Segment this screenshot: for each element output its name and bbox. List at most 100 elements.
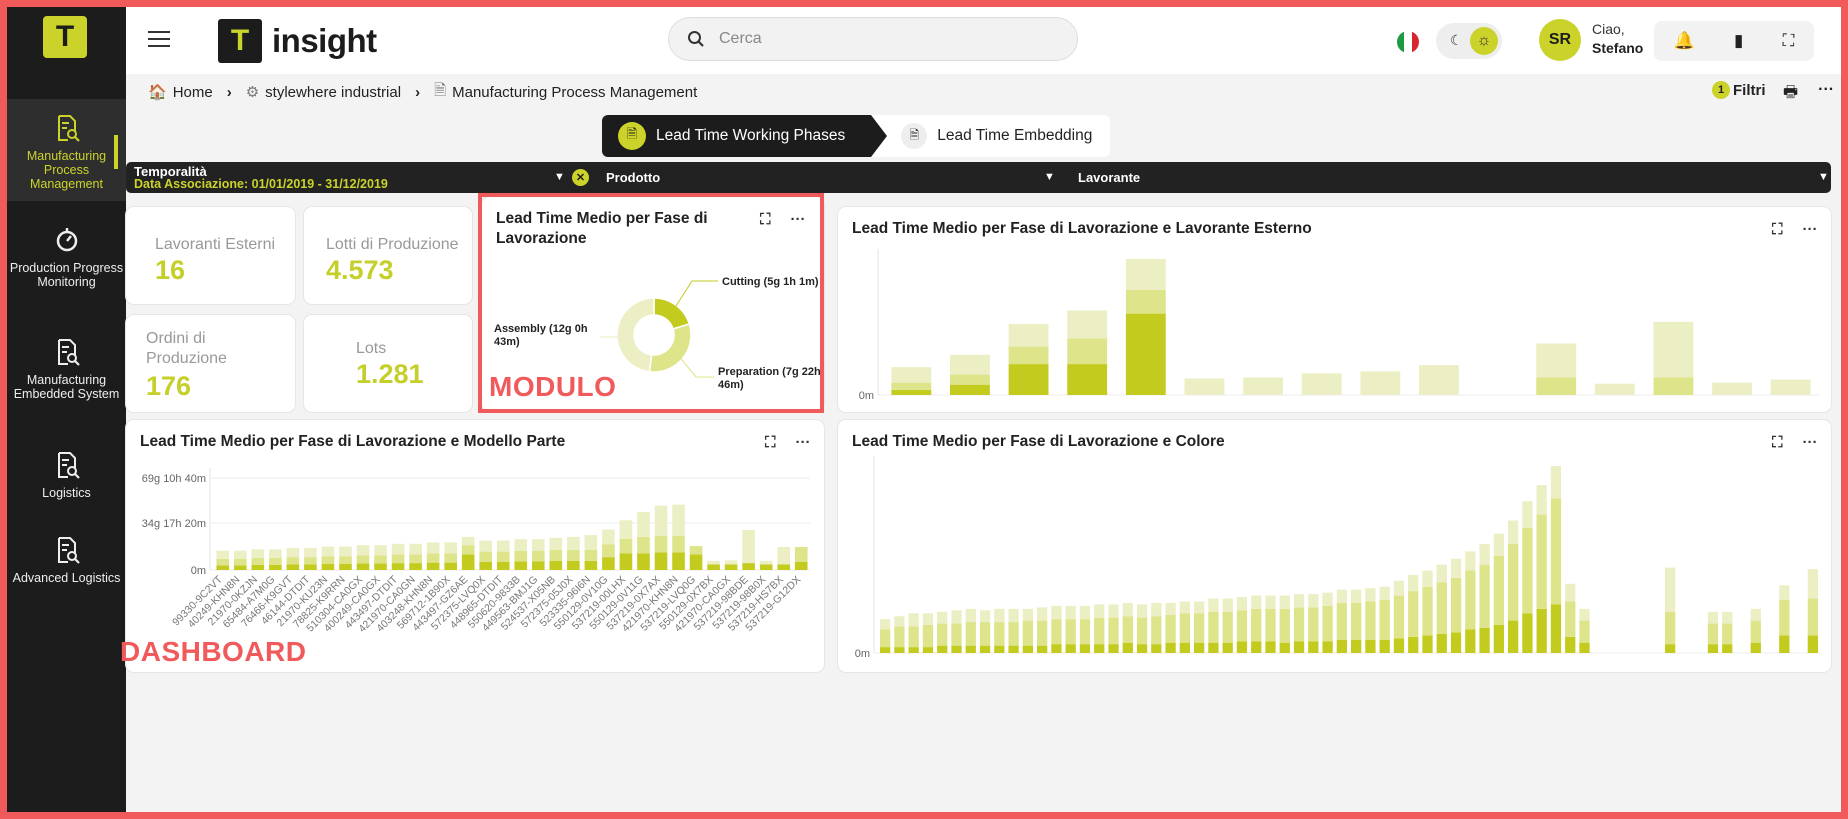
lavorante-filter[interactable]: Lavorante xyxy=(1078,170,1141,185)
kpi-value: 4.573 xyxy=(326,255,394,285)
chevron-down-icon[interactable]: ▼ xyxy=(554,171,565,183)
bar-segment xyxy=(1707,644,1719,653)
bar-segment xyxy=(1151,602,1162,617)
breadcrumb-home[interactable]: Home xyxy=(172,83,213,101)
search-bar[interactable] xyxy=(668,17,1078,61)
chevron-down-icon[interactable]: ▼ xyxy=(1044,171,1055,183)
breadcrumb-level2[interactable]: Manufacturing Process Management xyxy=(452,83,698,101)
fullscreen-icon[interactable]: ⛶ xyxy=(1782,31,1795,50)
breadcrumb-level1[interactable]: stylewhere industrial xyxy=(265,83,402,101)
bar-segment xyxy=(1293,607,1305,642)
bar-segment xyxy=(937,611,948,624)
filters-button[interactable]: 1 Filtri xyxy=(1712,81,1766,99)
bar-segment xyxy=(1243,377,1283,395)
more-icon[interactable]: ··· xyxy=(1802,221,1818,238)
bar-segment xyxy=(1251,595,1262,609)
filters-count-badge: 1 xyxy=(1712,81,1730,99)
bar-segment xyxy=(1507,544,1519,621)
bar-segment xyxy=(567,536,580,550)
bar-segment xyxy=(1094,604,1105,618)
bar-segment xyxy=(567,549,580,561)
clear-filter-icon[interactable]: ✕ xyxy=(572,169,589,186)
bar-segment xyxy=(531,550,545,562)
print-icon[interactable]: 🖶 xyxy=(1783,84,1799,101)
brand-mark: T xyxy=(218,19,262,63)
bar-segment xyxy=(444,562,457,570)
expand-icon[interactable]: ⛶ xyxy=(760,211,771,228)
kpi-value: 176 xyxy=(146,371,192,401)
bar-segment xyxy=(251,564,265,570)
bar-segment xyxy=(1722,623,1733,645)
sidebar-item[interactable]: Production Progress Monitoring xyxy=(7,217,126,297)
expand-icon[interactable]: ⛶ xyxy=(1772,221,1783,238)
prodotto-filter[interactable]: Prodotto xyxy=(606,170,661,185)
bar-segment xyxy=(1550,498,1562,605)
bar-segment xyxy=(759,564,773,570)
bar-segment xyxy=(1065,644,1076,653)
expand-icon[interactable]: ⛶ xyxy=(765,434,776,451)
sidebar-item[interactable]: Manufacturing Process Management xyxy=(7,99,126,201)
bar-segment xyxy=(496,561,510,570)
menu-icon[interactable] xyxy=(148,31,170,49)
bar-segment xyxy=(965,608,976,623)
bar-segment xyxy=(879,647,891,653)
bar-segment xyxy=(1193,642,1205,653)
bar-segment xyxy=(1522,501,1533,528)
tab-lead-time-embedding[interactable]: 🗎 Lead Time Embedding xyxy=(871,115,1111,157)
chevron-right-icon: › xyxy=(226,83,232,101)
bar-segment xyxy=(1036,645,1048,653)
bar-segment xyxy=(339,546,352,557)
bar-segment xyxy=(1179,601,1191,614)
more-icon[interactable]: ··· xyxy=(795,434,811,451)
bar-segment xyxy=(1712,382,1752,395)
pie-label: Assembly (12g 0h 43m) xyxy=(494,323,588,348)
sidebar-item[interactable]: Logistics xyxy=(7,442,126,502)
italian-flag-icon[interactable] xyxy=(1397,31,1419,53)
bookmark-icon[interactable]: ▮ xyxy=(1733,31,1744,50)
kpi-label: Lotti di Produzione xyxy=(326,236,459,253)
bar-segment xyxy=(1565,601,1576,637)
sidebar-item[interactable]: Advanced Logistics xyxy=(7,527,126,597)
bell-icon[interactable]: 🔔 xyxy=(1673,31,1695,50)
bar-segment xyxy=(391,563,405,570)
modulo-highlight xyxy=(478,193,824,413)
bar-segment xyxy=(409,543,422,555)
top-actions: 🔔 ▮ ⛶ xyxy=(1654,21,1814,61)
more-icon[interactable]: ··· xyxy=(790,211,806,228)
bar-segment xyxy=(233,558,247,566)
bar-segment xyxy=(637,536,650,554)
tab-lead-time-working-phases[interactable]: 🗎 Lead Time Working Phases xyxy=(602,115,888,157)
bar-segment xyxy=(1122,602,1133,617)
bar-segment xyxy=(1565,636,1576,653)
avatar[interactable]: SR xyxy=(1539,19,1581,61)
bar-segment xyxy=(374,555,387,564)
bar-segment xyxy=(1067,310,1108,339)
bar-segment xyxy=(937,623,948,646)
chevron-down-icon[interactable]: ▼ xyxy=(1818,171,1829,183)
theme-toggle[interactable]: ☾ ☼ xyxy=(1436,23,1502,59)
bar-segment xyxy=(374,563,387,570)
search-input[interactable] xyxy=(719,30,1019,48)
temporalita-filter[interactable]: Temporalità Data Associazione: 01/01/201… xyxy=(134,165,388,191)
tab-label: Lead Time Embedding xyxy=(937,127,1093,144)
more-icon[interactable]: ··· xyxy=(1802,434,1818,451)
app-logo[interactable]: T xyxy=(43,16,87,58)
bar-segment xyxy=(1151,644,1162,653)
sidebar-item[interactable]: Manufacturing Embedded System xyxy=(7,329,126,409)
bar-segment xyxy=(1079,619,1091,645)
bar-segment xyxy=(1067,338,1108,365)
bar-segment xyxy=(1365,601,1376,640)
y-tick-label: 0m xyxy=(191,565,206,577)
more-icon[interactable]: ··· xyxy=(1818,81,1835,98)
factory-icon: ⚙ xyxy=(245,84,260,101)
bar-segment xyxy=(1008,323,1049,347)
chevron-right-icon: › xyxy=(415,83,421,101)
bar-segment xyxy=(1465,551,1476,571)
tab-bar: 🗎 Lead Time Working Phases 🗎 Lead Time E… xyxy=(602,115,1111,157)
expand-icon[interactable]: ⛶ xyxy=(1772,434,1783,451)
bar-segment xyxy=(1293,594,1305,608)
sidebar-item-label: Advanced Logistics xyxy=(12,571,121,585)
home-icon[interactable]: 🏠 xyxy=(148,84,167,101)
brand-logo[interactable]: T insight xyxy=(218,19,377,63)
bar-segment xyxy=(894,647,905,653)
